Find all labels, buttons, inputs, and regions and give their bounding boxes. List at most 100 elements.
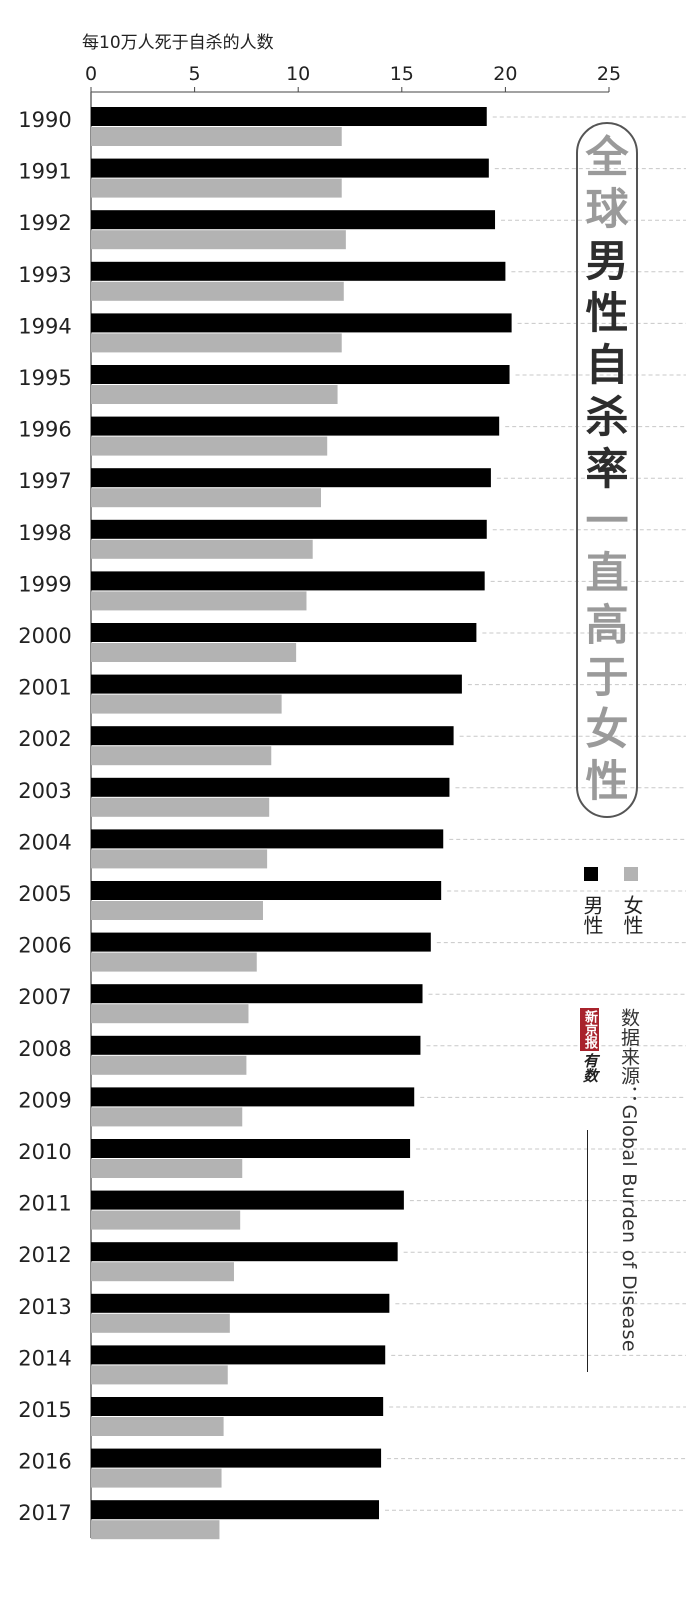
year-label: 2017: [18, 1501, 71, 1525]
bar-female: [91, 178, 342, 198]
year-label: 1996: [18, 418, 71, 442]
bar-male: [91, 623, 477, 642]
legend-male-swatch: [584, 867, 598, 881]
title-seg-3: 一直高于: [585, 497, 629, 703]
bar-male: [91, 158, 489, 178]
bar-male: [91, 519, 487, 539]
bar-male: [91, 881, 442, 900]
bar-male: [91, 984, 423, 1004]
bar-male: [91, 829, 444, 849]
x-tick-label: 0: [85, 63, 97, 85]
logo: 新京报 有数: [580, 1008, 600, 1083]
bar-female: [91, 1107, 243, 1127]
year-label: 2002: [18, 727, 71, 751]
year-label: 2005: [18, 882, 71, 906]
bar-male: [91, 261, 506, 281]
year-label: 1994: [18, 314, 71, 338]
bar-female: [91, 1004, 249, 1024]
bar-male: [91, 107, 487, 126]
year-label: 1995: [18, 366, 71, 390]
bar-male: [91, 1293, 390, 1313]
bar-female: [91, 281, 344, 301]
year-label: 2013: [18, 1295, 71, 1319]
year-label: 1999: [18, 572, 71, 596]
legend-female-swatch: [624, 867, 638, 881]
bar-female: [91, 1210, 241, 1230]
axis-title: 每10万人死于自杀的人数: [82, 33, 274, 53]
bar-male: [91, 777, 450, 797]
logo-stamp: 新京报: [580, 1008, 599, 1051]
bar-male: [91, 932, 431, 952]
bar-male: [91, 416, 500, 436]
year-label: 2008: [18, 1037, 71, 1061]
bar-female: [91, 1055, 247, 1075]
year-label: 2003: [18, 779, 71, 803]
bar-female: [91, 436, 328, 456]
year-label: 2000: [18, 624, 71, 648]
logo-brand: 有数: [581, 1053, 599, 1083]
year-label: 1990: [18, 108, 71, 132]
bar-male: [91, 1345, 386, 1365]
bar-female: [91, 539, 313, 559]
year-label: 2015: [18, 1398, 71, 1422]
title-seg-4: 女性: [585, 705, 629, 807]
x-tick-label: 25: [597, 63, 621, 85]
bar-male: [91, 1242, 398, 1262]
bar-male: [91, 1139, 411, 1158]
bar-female: [91, 1417, 224, 1436]
bar-female: [91, 849, 268, 869]
legend-female-label: 女性: [620, 895, 644, 935]
title-seg-2: 男性自杀率: [585, 237, 629, 495]
x-tick-label: 20: [493, 63, 517, 85]
bar-male: [91, 1397, 384, 1416]
x-tick-label: 15: [390, 63, 414, 85]
bar-female: [91, 643, 297, 662]
bar-female: [91, 746, 272, 766]
bar-male: [91, 1035, 421, 1055]
year-label: 2004: [18, 830, 71, 854]
bar-male: [91, 1087, 415, 1107]
bar-male: [91, 571, 485, 591]
bar-male: [91, 1500, 380, 1520]
year-label: 2010: [18, 1140, 71, 1164]
bar-female: [91, 1520, 220, 1540]
bar-male: [91, 468, 491, 488]
bar-female: [91, 1262, 234, 1282]
bar-female: [91, 385, 338, 404]
title-seg-1: 全球: [585, 133, 629, 235]
year-label: 2001: [18, 676, 71, 700]
legend-male: 男性: [580, 867, 604, 935]
year-label: 2014: [18, 1346, 71, 1370]
year-label: 1998: [18, 521, 71, 545]
legend-male-label: 男性: [580, 895, 604, 935]
bar-male: [91, 365, 510, 384]
year-label: 2006: [18, 934, 71, 958]
year-label: 1997: [18, 469, 71, 493]
year-label: 1992: [18, 211, 71, 235]
year-label: 2007: [18, 985, 71, 1009]
bar-female: [91, 694, 282, 714]
year-label: 2012: [18, 1243, 71, 1267]
bar-female: [91, 1313, 230, 1333]
bar-female: [91, 488, 321, 508]
year-label: 2009: [18, 1088, 71, 1112]
year-label: 2016: [18, 1450, 71, 1474]
year-label: 1991: [18, 160, 71, 184]
bar-female: [91, 230, 346, 250]
year-label: 1993: [18, 263, 71, 287]
year-label: 2011: [18, 1192, 71, 1216]
logo-divider: [587, 1130, 588, 1372]
x-tick-label: 10: [286, 63, 310, 85]
bar-male: [91, 726, 454, 746]
bar-female: [91, 591, 307, 611]
bar-female: [91, 797, 270, 817]
bar-male: [91, 1448, 382, 1468]
bar-female: [91, 127, 342, 146]
bar-female: [91, 333, 342, 353]
bar-male: [91, 210, 496, 230]
bar-female: [91, 952, 257, 972]
bar-female: [91, 1365, 228, 1385]
bar-female: [91, 1159, 243, 1178]
bar-male: [91, 674, 462, 694]
